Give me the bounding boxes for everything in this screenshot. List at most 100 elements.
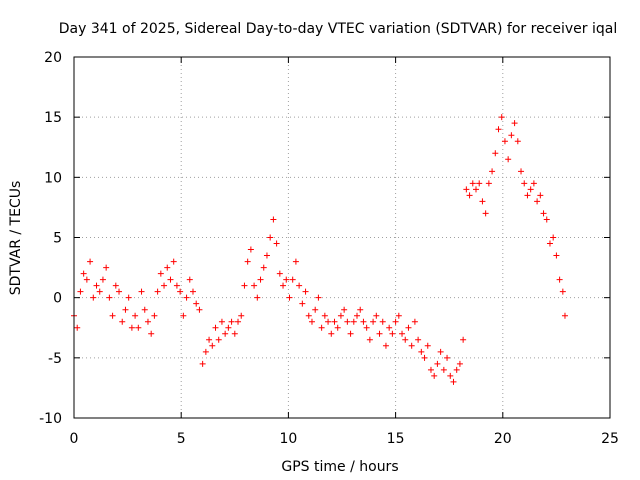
data-point (421, 354, 428, 361)
data-point (77, 288, 84, 295)
data-point (260, 264, 267, 271)
data-point (167, 276, 174, 283)
data-point (334, 324, 341, 331)
data-point (132, 312, 139, 319)
data-point (379, 318, 386, 325)
x-tick-label: 10 (279, 431, 297, 447)
data-point (202, 348, 209, 355)
data-point (247, 246, 254, 253)
data-point (87, 258, 94, 265)
data-point (386, 324, 393, 331)
data-point (151, 312, 158, 319)
data-point (553, 252, 560, 259)
data-point (80, 270, 87, 277)
data-point (299, 300, 306, 307)
x-tick-label: 0 (70, 431, 79, 447)
data-point (74, 324, 81, 331)
data-point (537, 192, 544, 199)
data-point (456, 360, 463, 367)
data-point (119, 318, 126, 325)
data-point (83, 276, 90, 283)
data-point (508, 132, 515, 139)
data-point (360, 318, 367, 325)
y-tick-label: -10 (39, 411, 62, 427)
data-point (270, 216, 277, 223)
data-point (157, 270, 164, 277)
data-point (424, 342, 431, 349)
data-point (109, 312, 116, 319)
data-point (498, 114, 505, 121)
data-point (257, 276, 264, 283)
data-point (444, 354, 451, 361)
data-point (148, 330, 155, 337)
y-tick-label: 10 (44, 170, 62, 186)
data-point (325, 318, 332, 325)
data-point (164, 264, 171, 271)
data-point (161, 282, 168, 289)
data-point (170, 258, 177, 265)
data-point (389, 330, 396, 337)
data-point (453, 366, 460, 373)
data-point (321, 312, 328, 319)
data-point (402, 336, 409, 343)
data-point (411, 318, 418, 325)
data-point (463, 186, 470, 193)
chart-title: Day 341 of 2025, Sidereal Day-to-day VTE… (59, 21, 617, 37)
data-point (524, 192, 531, 199)
data-point (405, 324, 412, 331)
data-point (492, 150, 499, 157)
data-point (228, 318, 235, 325)
data-point (485, 180, 492, 187)
data-point (199, 360, 206, 367)
data-point (212, 324, 219, 331)
data-point (408, 342, 415, 349)
data-point (534, 198, 541, 205)
y-tick-label: -5 (48, 351, 62, 367)
data-point (209, 342, 216, 349)
data-point (556, 276, 563, 283)
data-point (231, 330, 238, 337)
y-tick-label: 15 (44, 110, 62, 126)
data-point (341, 306, 348, 313)
data-point (302, 288, 309, 295)
data-point (495, 126, 502, 133)
data-point (280, 282, 287, 289)
data-point (376, 330, 383, 337)
data-point (501, 138, 508, 145)
data-point (530, 180, 537, 187)
data-point (521, 180, 528, 187)
data-point (251, 282, 258, 289)
data-point (273, 240, 280, 247)
data-point (222, 330, 229, 337)
data-point (215, 336, 222, 343)
data-point (218, 318, 225, 325)
data-point (347, 330, 354, 337)
data-point (206, 336, 213, 343)
data-point (238, 312, 245, 319)
data-point (189, 288, 196, 295)
data-point (460, 336, 467, 343)
data-point (318, 324, 325, 331)
data-point (473, 186, 479, 193)
data-point (106, 294, 113, 301)
data-point (440, 366, 447, 373)
data-point (308, 318, 315, 325)
data-point (561, 312, 568, 319)
data-point (382, 342, 389, 349)
x-tick-label: 20 (494, 431, 512, 447)
data-point (431, 372, 438, 379)
data-point (254, 294, 261, 301)
data-point (125, 294, 132, 301)
ticks-layer: 0 5 10 15 20 25 -10 -5 0 5 10 15 20 (39, 50, 619, 447)
data-point (447, 372, 454, 379)
data-point (514, 138, 521, 145)
data-point (128, 324, 135, 331)
data-point (305, 312, 312, 319)
x-tick-label: 5 (177, 431, 186, 447)
data-point (93, 282, 100, 289)
data-point (173, 282, 180, 289)
data-point (99, 276, 106, 283)
x-tick-label: 25 (601, 431, 619, 447)
data-point (527, 186, 534, 193)
